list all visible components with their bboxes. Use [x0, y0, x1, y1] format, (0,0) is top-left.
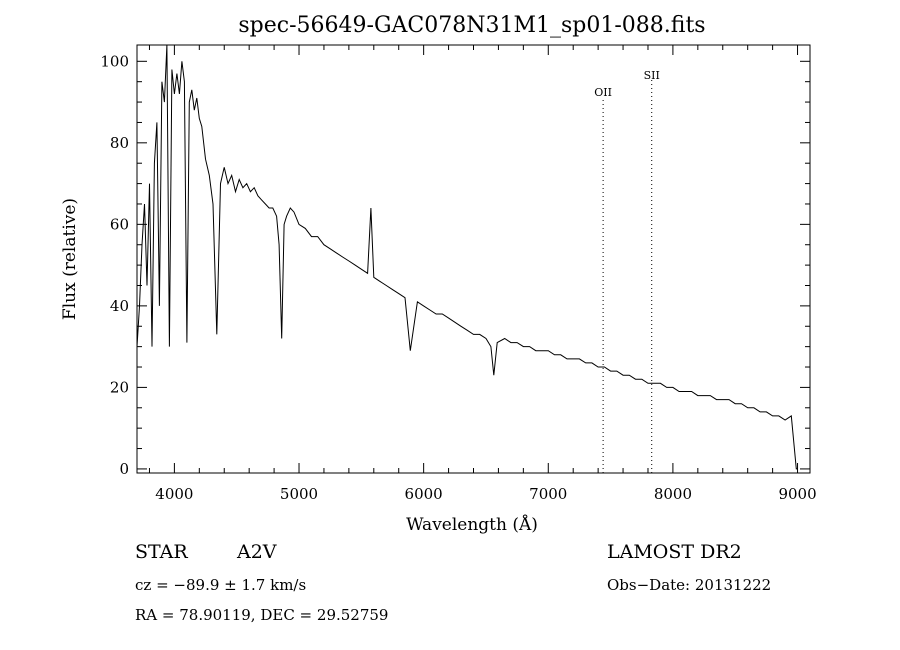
x-tick-label: 7000 [529, 485, 567, 503]
y-tick-label: 60 [110, 215, 129, 233]
object-class: STAR [135, 541, 188, 563]
plot-frame [136, 44, 811, 474]
x-tick-label: 8000 [654, 485, 692, 503]
emission-line-label: OII [594, 86, 612, 99]
x-tick-label: 4000 [155, 485, 193, 503]
redshift-cz: cz = −89.9 ± 1.7 km/s [135, 576, 306, 594]
spectrum-line [136, 44, 798, 470]
y-axis-title: Flux (relative) [60, 198, 80, 320]
emission-line-markers: OII SII [594, 69, 660, 473]
object-subclass: A2V [236, 541, 277, 563]
survey-name: LAMOST DR2 [607, 541, 742, 563]
y-tick-label: 80 [110, 134, 129, 152]
x-tick-label: 6000 [405, 485, 443, 503]
x-tick-label: 9000 [778, 485, 816, 503]
observation-date: Obs−Date: 20131222 [607, 576, 771, 594]
sky-coordinates: RA = 78.90119, DEC = 29.52759 [135, 606, 388, 624]
axis-tick-labels: 4000 5000 6000 7000 8000 9000 0 20 40 60 80 100 [100, 52, 816, 503]
emission-line-label: SII [644, 69, 660, 82]
axis-ticks [137, 45, 810, 473]
y-tick-label: 40 [110, 297, 129, 315]
x-axis-title: Wavelength (Å) [406, 514, 538, 535]
y-tick-label: 20 [110, 378, 129, 396]
y-tick-label: 0 [119, 460, 129, 478]
x-tick-label: 5000 [280, 485, 318, 503]
y-tick-label: 100 [100, 52, 129, 70]
chart-title: spec-56649-GAC078N31M1_sp01-088.fits [238, 13, 705, 38]
